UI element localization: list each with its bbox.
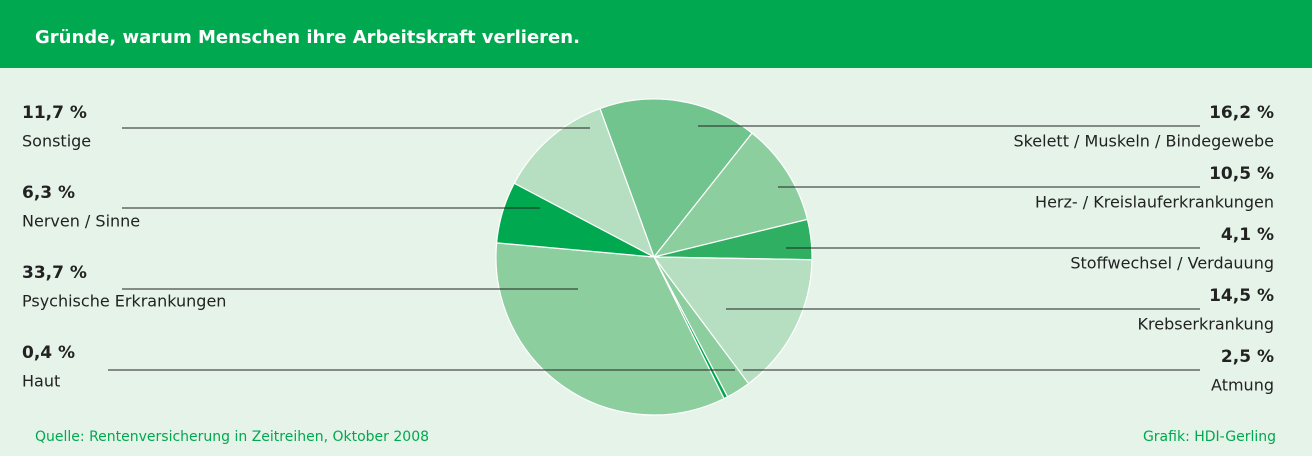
category-label: Krebserkrankung [1138,315,1274,334]
value-label: 10,5 % [1209,164,1274,184]
category-label: Nerven / Sinne [22,212,140,231]
category-label: Stoffwechsel / Verdauung [1070,254,1274,273]
category-label: Sonstige [22,132,91,151]
chart-title: Gründe, warum Menschen ihre Arbeitskraft… [35,27,580,48]
pie-slice [652,256,813,385]
value-label: 6,3 % [22,183,75,203]
value-label: 33,7 % [22,263,87,283]
value-label: 4,1 % [1221,225,1274,245]
category-label: Haut [22,372,60,391]
pie-slice [599,98,753,259]
source: Quelle: Rentenversicherung in Zeitreihen… [35,429,429,445]
pie-slice [513,107,656,259]
value-label: 14,5 % [1209,286,1274,306]
category-label: Herz- / Kreislauferkrankungen [1035,193,1274,212]
category-label: Atmung [1211,376,1274,395]
header [0,0,1312,68]
category-label: Psychische Erkrankungen [22,292,226,311]
value-label: 2,5 % [1221,347,1274,367]
value-label: 16,2 % [1209,103,1274,123]
credit: Grafik: HDI-Gerling [1143,429,1276,445]
value-label: 0,4 % [22,343,75,363]
category-label: Skelett / Muskeln / Bindegewebe [1013,132,1274,151]
pie-slice [495,242,725,416]
value-label: 11,7 % [22,103,87,123]
pie-slice [652,132,809,258]
